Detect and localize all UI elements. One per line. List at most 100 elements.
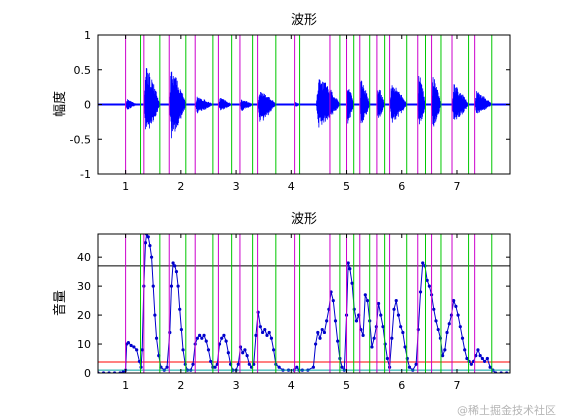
volume-point — [350, 281, 354, 285]
volume-point — [322, 330, 327, 335]
y-tick-label: 20 — [77, 309, 91, 322]
volume-point — [454, 304, 458, 308]
watermark: @稀土掘金技术社区 — [457, 403, 556, 417]
volume-point — [392, 307, 396, 311]
volume-point — [441, 354, 445, 358]
volume-point — [432, 307, 436, 311]
waveform-burst — [346, 89, 354, 124]
volume-point — [407, 365, 412, 369]
volume-point — [132, 345, 136, 349]
volume-point — [139, 365, 143, 369]
volume-point — [153, 313, 157, 317]
volume-point — [379, 313, 383, 317]
volume-point — [272, 348, 276, 352]
volume-point — [372, 336, 376, 340]
volume-point — [140, 348, 144, 352]
volume-point — [135, 348, 139, 352]
y-tick-label: -0.5 — [70, 133, 91, 146]
volume-point — [354, 319, 359, 323]
volume-point — [209, 359, 213, 364]
volume-point — [396, 313, 401, 317]
waveform-burst — [194, 96, 214, 114]
volume-point — [202, 333, 206, 337]
volume-point — [436, 327, 440, 332]
volume-point — [374, 325, 378, 329]
y-tick-label: 0.5 — [74, 64, 92, 77]
volume-point — [154, 336, 159, 340]
volume-point — [149, 255, 154, 259]
volume-point — [458, 325, 462, 329]
volume-point — [195, 336, 200, 340]
volume-axes: 1 2 3 4 5 6 7 0 10 20 30 40 — [77, 233, 511, 392]
x-tick-label: 4 — [288, 180, 295, 193]
volume-point — [267, 330, 271, 335]
volume-point — [220, 336, 224, 340]
volume-point — [485, 356, 489, 361]
volume-point — [449, 313, 454, 317]
volume-point — [427, 284, 431, 288]
volume-point — [476, 348, 480, 352]
waveform-burst — [218, 97, 232, 111]
volume-point — [469, 362, 473, 366]
top-chart-ylabel: 幅度 — [52, 91, 68, 117]
waveform-burst — [359, 80, 370, 124]
volume-point — [348, 267, 352, 271]
volume-point — [143, 241, 148, 245]
axes-frame — [97, 233, 511, 374]
volume-point — [222, 333, 226, 337]
volume-point — [173, 264, 177, 268]
volume-point — [463, 348, 467, 352]
volume-point — [383, 342, 387, 346]
volume-point — [447, 322, 451, 326]
waveform-burst — [389, 85, 407, 123]
volume-point — [483, 359, 487, 364]
waveform-burst — [168, 71, 187, 139]
volume-point — [245, 354, 249, 358]
x-tick-label: 3 — [233, 379, 240, 392]
volume-point — [178, 307, 182, 311]
volume-point — [381, 325, 385, 329]
plot-area — [98, 35, 510, 174]
waveform-burst — [417, 75, 426, 125]
volume-point — [238, 345, 243, 349]
volume-point — [236, 362, 240, 366]
x-tick-label: 4 — [288, 379, 295, 392]
volume-point — [346, 261, 350, 265]
waveform-burst — [239, 99, 253, 111]
volume-point — [416, 327, 420, 332]
volume-point — [316, 330, 320, 335]
volume-point — [385, 356, 389, 361]
volume-point — [129, 343, 133, 348]
volume-point — [425, 278, 429, 282]
x-tick-label: 2 — [177, 180, 184, 193]
x-tick-label: 6 — [398, 180, 405, 193]
volume-point — [418, 290, 423, 294]
x-tick-label: 7 — [453, 180, 460, 193]
volume-point — [352, 307, 356, 311]
volume-point — [365, 299, 370, 303]
waveform-burst — [431, 77, 442, 127]
volume-point — [456, 313, 460, 317]
volume-point — [224, 339, 228, 343]
volume-point — [183, 362, 187, 366]
x-tick-label: 1 — [122, 379, 129, 392]
volume-point — [247, 362, 251, 366]
volume-point — [460, 336, 465, 340]
volume-point — [320, 327, 324, 332]
volume-point — [311, 365, 315, 369]
volume-point — [423, 264, 427, 268]
volume-point — [340, 365, 344, 369]
volume-point — [191, 362, 195, 366]
volume-point — [401, 330, 405, 335]
volume-point — [445, 330, 449, 335]
plot-area — [98, 234, 510, 373]
volume-point — [443, 348, 447, 352]
volume-point — [171, 261, 175, 265]
volume-point — [421, 261, 425, 265]
x-tick-label: 5 — [343, 379, 350, 392]
volume-point — [478, 354, 482, 358]
volume-point — [467, 359, 471, 364]
y-tick-label: 10 — [77, 338, 91, 351]
volume-point — [260, 330, 265, 335]
volume-point — [277, 365, 281, 369]
